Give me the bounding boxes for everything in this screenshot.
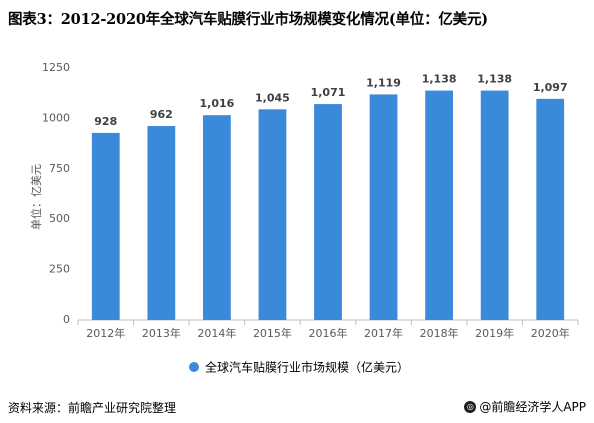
brand-label: @前瞻经济学人APP xyxy=(479,400,586,414)
brand-logo-icon: ◎ xyxy=(464,400,477,413)
source-note: 资料来源：前瞻产业研究院整理 xyxy=(8,401,177,415)
x-tick-label: 2016年 xyxy=(309,326,348,340)
x-tick-label: 2020年 xyxy=(531,326,570,340)
y-axis-title-group: 单位：亿美元 xyxy=(29,164,43,230)
y-axis-ticks: 0 250 500 750 1000 1250 xyxy=(42,61,70,326)
bar-value-label: 1,097 xyxy=(533,81,568,94)
bar xyxy=(480,90,509,321)
x-axis-ticks: 2012年 2013年 2014年 2015年 2016年 2017年 2018年 2019年… xyxy=(77,320,579,340)
bar-series xyxy=(91,90,565,321)
legend-label: 全球汽车贴膜行业市场规模（亿美元） xyxy=(205,360,409,375)
bar-value-label: 1,138 xyxy=(422,73,457,86)
bar-value-label: 1,119 xyxy=(366,76,401,89)
y-tick-label: 500 xyxy=(49,212,70,225)
x-tick-label: 2012年 xyxy=(86,326,125,340)
bar-value-label: 962 xyxy=(150,108,173,121)
x-tick-label: 2019年 xyxy=(475,326,514,340)
data-labels: 928 962 1,016 1,045 1,071 1,119 1,138 1,138 1,09… xyxy=(94,73,567,128)
x-tick-label: 2017年 xyxy=(364,326,403,340)
x-tick-label: 2013年 xyxy=(142,326,181,340)
y-tick-label: 250 xyxy=(49,263,70,276)
bar-value-label: 1,138 xyxy=(477,73,512,86)
bar-value-label: 1,045 xyxy=(255,91,290,104)
legend-marker xyxy=(189,362,199,372)
bar-value-label: 1,071 xyxy=(311,86,346,99)
y-tick-label: 1000 xyxy=(42,111,70,124)
brand-credit: ◎ @前瞻经济学人APP xyxy=(464,398,586,415)
bar xyxy=(314,104,342,321)
bar xyxy=(369,94,398,320)
bar xyxy=(147,126,176,321)
y-tick-label: 750 xyxy=(49,162,70,175)
bar xyxy=(91,132,120,320)
bar-value-label: 1,016 xyxy=(199,97,234,110)
x-tick-label: 2014年 xyxy=(197,326,236,340)
x-tick-label: 2018年 xyxy=(420,326,459,340)
bar xyxy=(425,90,453,321)
bar xyxy=(258,109,287,320)
legend: 全球汽车贴膜行业市场规模（亿美元） xyxy=(189,360,409,375)
chart-title: 图表3：2012-2020年全球汽车贴膜行业市场规模变化情况(单位：亿美元) xyxy=(8,11,488,28)
bar xyxy=(536,98,565,320)
bar xyxy=(203,115,231,320)
bar-value-label: 928 xyxy=(94,115,117,128)
y-axis-title: 单位：亿美元 xyxy=(29,164,43,230)
y-tick-label: 0 xyxy=(63,313,70,326)
x-tick-label: 2015年 xyxy=(253,326,292,340)
y-tick-label: 1250 xyxy=(42,61,70,74)
